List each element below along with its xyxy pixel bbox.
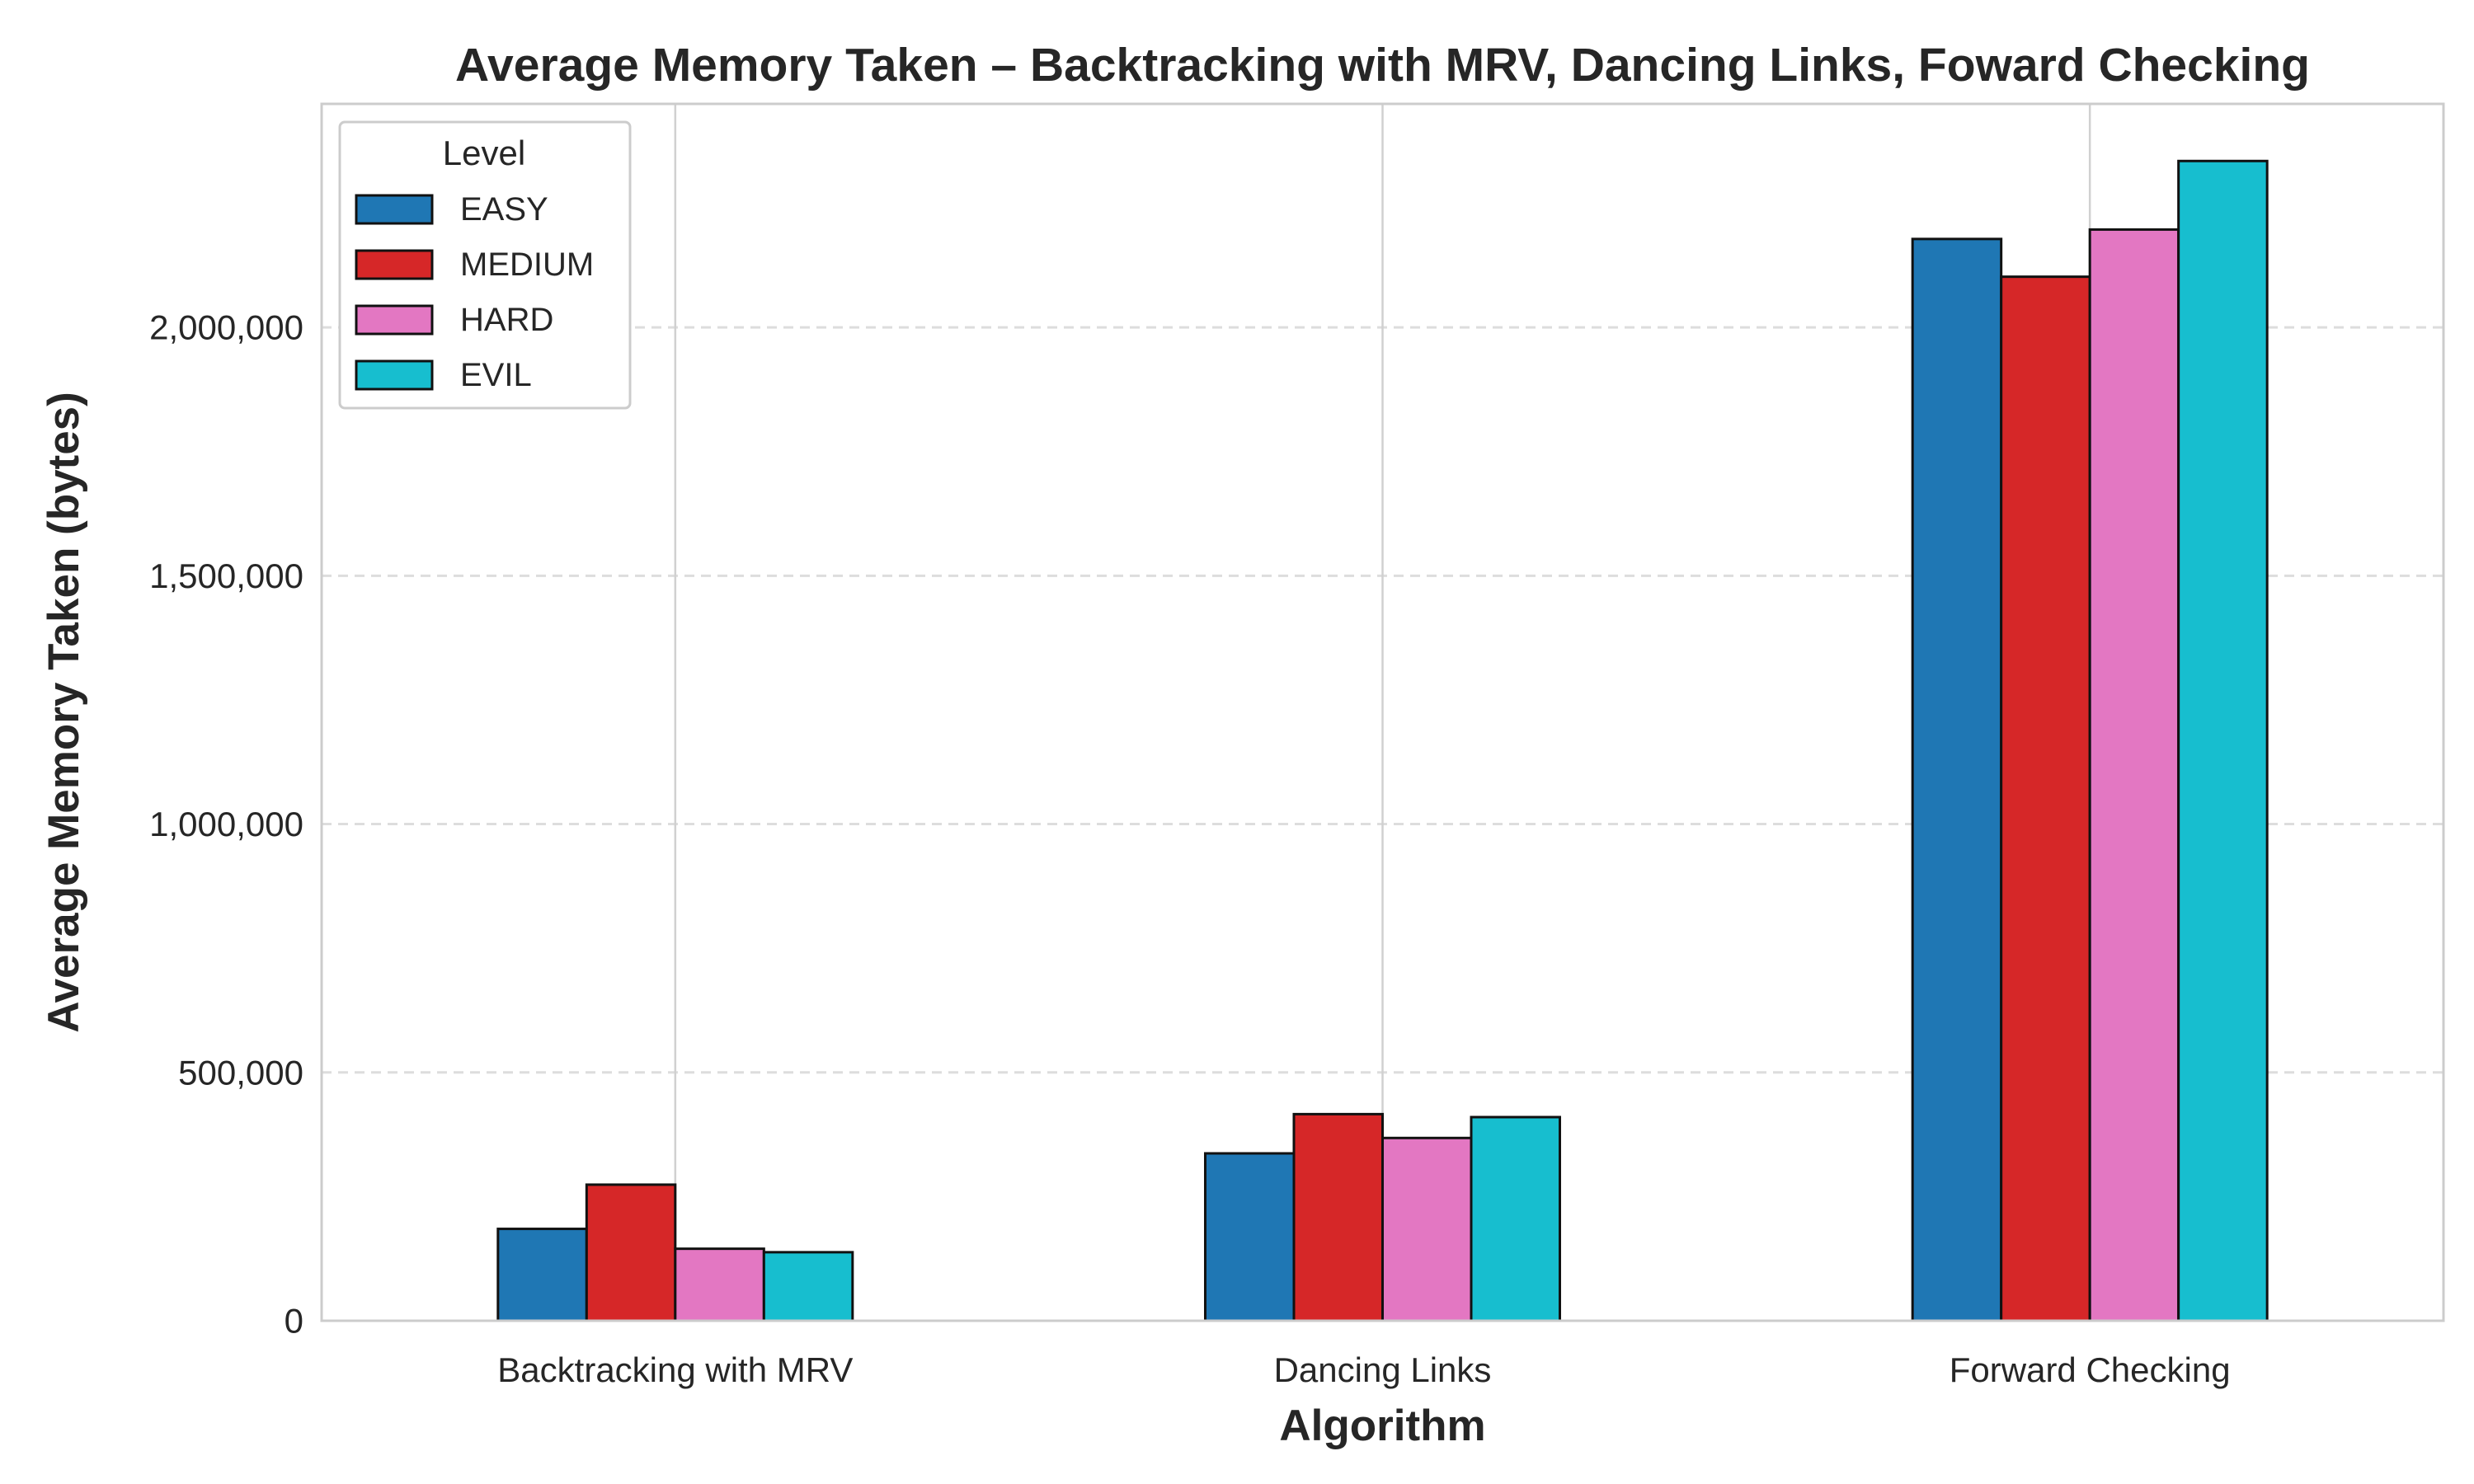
x-axis-label: Algorithm xyxy=(1279,1402,1485,1450)
legend-box xyxy=(338,120,632,410)
y-axis-label: Average Memory Taken (bytes) xyxy=(40,392,88,1033)
bar-hard-3 xyxy=(2088,228,2180,1322)
legend-label-medium: MEDIUM xyxy=(460,247,594,283)
chart-title: Average Memory Taken – Backtracking with… xyxy=(455,39,2310,92)
bar-easy-3 xyxy=(1911,237,2003,1322)
bar-hard-2 xyxy=(1381,1136,1473,1322)
legend-label-evil: EVIL xyxy=(460,357,532,393)
ticks-layer: 0 500,000 1,000,000 1,500,000 2,000,000 Backt… xyxy=(149,308,2230,1389)
legend-swatch-medium xyxy=(355,249,434,280)
y-tick-label: 500,000 xyxy=(178,1053,303,1092)
legend-items: EASY MEDIUM HARD EVIL xyxy=(355,191,594,393)
bar-evil-3 xyxy=(2177,159,2269,1322)
y-tick-label: 0 xyxy=(285,1302,303,1341)
bar-hard-1 xyxy=(674,1247,765,1322)
y-tick-label: 2,000,000 xyxy=(149,308,303,347)
legend-swatch-hard xyxy=(355,304,434,336)
bar-easy-2 xyxy=(1204,1152,1296,1322)
y-tick-label: 1,000,000 xyxy=(149,805,303,843)
legend-label-hard: HARD xyxy=(460,302,553,338)
x-tick-label: Backtracking with MRV xyxy=(497,1350,853,1389)
bar-easy-1 xyxy=(496,1228,588,1322)
bar-evil-1 xyxy=(762,1251,854,1322)
bar-medium-3 xyxy=(2000,275,2091,1322)
legend-label-easy: EASY xyxy=(460,191,548,228)
x-tick-label: Forward Checking xyxy=(1950,1350,2231,1389)
bar-medium-1 xyxy=(585,1183,677,1322)
legend-title: Level xyxy=(443,134,525,172)
legend: Level EASY MEDIUM HARD EVIL xyxy=(338,120,632,410)
legend-swatch-easy xyxy=(355,194,434,225)
x-tick-label: Dancing Links xyxy=(1274,1350,1492,1389)
y-tick-label: 1,500,000 xyxy=(149,556,303,595)
legend-swatch-evil xyxy=(355,359,434,391)
bar-medium-2 xyxy=(1292,1112,1384,1322)
plot-frame xyxy=(320,102,2445,1322)
bar-evil-2 xyxy=(1470,1115,1561,1322)
